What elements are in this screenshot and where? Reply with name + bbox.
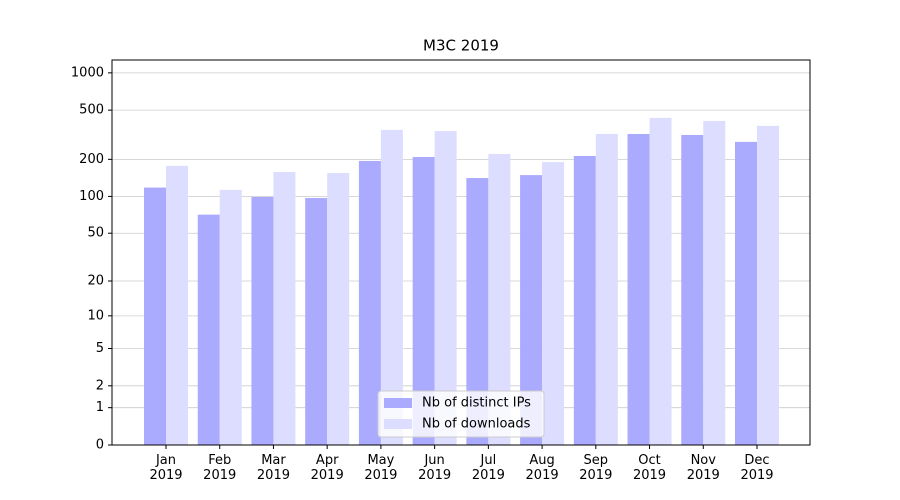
x-tick-label: Jan 2019 xyxy=(149,453,183,483)
legend-frame xyxy=(377,390,545,438)
bar xyxy=(327,172,350,445)
bar xyxy=(144,187,166,445)
legend-label: Nb of distinct IPs xyxy=(422,396,531,411)
y-tick-label: 50 xyxy=(87,226,104,241)
chart-title: M3C 2019 xyxy=(423,37,499,55)
legend-label: Nb of downloads xyxy=(422,417,531,432)
bar xyxy=(412,156,435,445)
y-tick-label: 1 xyxy=(96,400,104,415)
x-tick-label: Feb 2019 xyxy=(203,453,237,483)
y-tick-label: 500 xyxy=(79,103,104,118)
x-tick-label: Sep 2019 xyxy=(579,453,613,483)
bar xyxy=(434,131,457,445)
x-tick-label: Jul 2019 xyxy=(471,453,505,483)
bar xyxy=(251,196,274,445)
x-tick-label: May 2019 xyxy=(364,453,398,483)
legend-swatch xyxy=(384,419,412,429)
bar xyxy=(573,155,596,445)
x-tick-label: Aug 2019 xyxy=(525,453,559,483)
y-tick-label: 10 xyxy=(87,308,104,323)
y-tick-label: 20 xyxy=(87,274,104,289)
bar xyxy=(595,133,618,446)
bar xyxy=(703,120,726,446)
y-tick-label: 1000 xyxy=(71,65,104,80)
x-tick-label: Nov 2019 xyxy=(686,453,720,483)
bar xyxy=(542,162,565,446)
legend-swatch xyxy=(384,398,412,408)
bar xyxy=(627,133,650,446)
x-tick-label: Jun 2019 xyxy=(418,453,452,483)
y-tick-label: 2 xyxy=(96,378,104,393)
bar xyxy=(166,165,188,445)
x-tick-label: Dec 2019 xyxy=(740,453,774,483)
bar xyxy=(649,117,672,446)
bar xyxy=(305,198,328,445)
bar xyxy=(757,125,779,446)
y-tick-label: 200 xyxy=(79,152,104,167)
x-tick-label: Apr 2019 xyxy=(310,453,344,483)
x-tick-label: Oct 2019 xyxy=(632,453,667,483)
bar xyxy=(681,134,704,445)
y-tick-label: 100 xyxy=(79,189,104,204)
bar xyxy=(380,129,403,445)
bar xyxy=(466,178,489,446)
bar xyxy=(273,171,296,445)
bar xyxy=(197,214,220,445)
y-tick-label: 0 xyxy=(96,438,104,453)
bar xyxy=(219,189,242,445)
x-tick-label: Mar 2019 xyxy=(256,453,290,483)
plot-frame xyxy=(111,59,811,446)
y-tick-label: 5 xyxy=(96,341,104,356)
bar xyxy=(520,175,543,445)
bar xyxy=(735,141,757,445)
bar xyxy=(488,153,511,446)
bar xyxy=(358,160,381,446)
legend: Nb of distinct IPs Nb of downloads xyxy=(377,390,545,438)
